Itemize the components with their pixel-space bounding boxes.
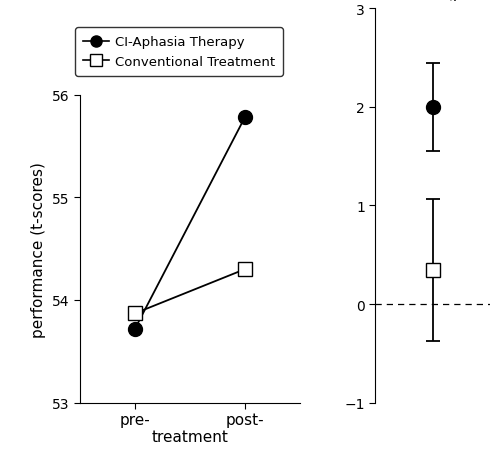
Y-axis label: performance (t-scores): performance (t-scores) <box>32 161 46 337</box>
Legend: CI-Aphasia Therapy, Conventional Treatment: CI-Aphasia Therapy, Conventional Treatme… <box>75 28 283 76</box>
X-axis label: treatment: treatment <box>152 429 228 444</box>
Text: improvement
(post - pre): improvement (post - pre) <box>438 0 500 1</box>
